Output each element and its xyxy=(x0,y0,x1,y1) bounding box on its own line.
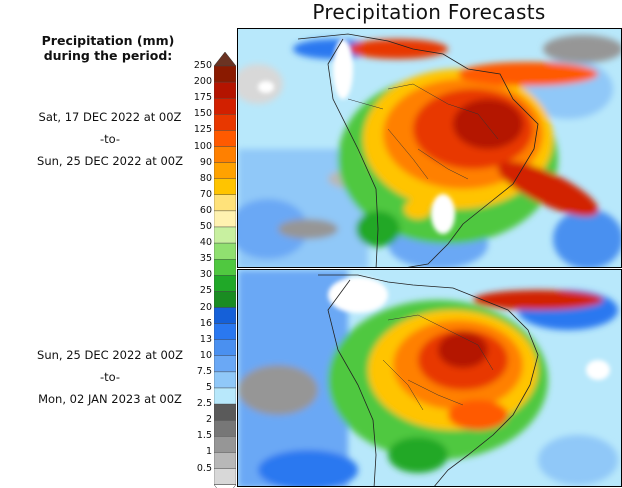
scale-swatch xyxy=(214,81,236,99)
scale-swatch xyxy=(214,468,236,485)
scale-tick-label: 2.5 xyxy=(196,398,212,410)
scale-tick-label: 60 xyxy=(199,204,212,216)
scale-tick-label: 13 xyxy=(199,333,212,345)
scale-swatch xyxy=(214,355,236,373)
scale-tick-label: 40 xyxy=(199,237,212,249)
scale-swatch xyxy=(214,275,236,292)
scale-swatch xyxy=(214,98,236,115)
legend-title-line1: Precipitation (mm) xyxy=(41,33,175,48)
scale-tick-label: 35 xyxy=(199,253,212,265)
scale-swatch xyxy=(214,178,236,195)
scale-arrow-top xyxy=(214,52,236,67)
page-title: Precipitation Forecasts xyxy=(312,0,546,24)
scale-swatch xyxy=(214,162,236,179)
period-2-start: Sun, 25 DEC 2022 at 00Z xyxy=(37,348,183,362)
scale-swatch xyxy=(214,387,236,405)
map-2-graphic xyxy=(238,270,621,486)
period-2-sep: -to- xyxy=(99,370,121,384)
scale-tick-label: 90 xyxy=(199,156,212,168)
scale-swatch xyxy=(214,291,236,308)
scale-tick-label: 150 xyxy=(193,108,212,120)
scale-swatch xyxy=(214,194,236,212)
period-1-start: Sat, 17 DEC 2022 at 00Z xyxy=(38,110,182,124)
scale-tick-label: 25 xyxy=(199,285,212,297)
scale-tick-label: 0.5 xyxy=(196,462,212,474)
scale-tick-label: 100 xyxy=(193,140,212,152)
scale-tick-label: 80 xyxy=(199,172,212,184)
scale-tick-label: 16 xyxy=(199,317,212,329)
scale-swatch xyxy=(214,65,236,83)
scale-tick-label: 50 xyxy=(199,221,212,232)
color-scale-bar xyxy=(214,52,236,488)
scale-tick-label: 20 xyxy=(199,301,212,313)
scale-tick-label: 250 xyxy=(193,60,212,71)
scale-swatch xyxy=(214,307,236,324)
scale-swatch xyxy=(214,210,236,228)
scale-tick-label: 5 xyxy=(205,382,212,393)
scale-swatch xyxy=(214,420,236,437)
scale-swatch xyxy=(214,146,236,163)
scale-arrow-bottom xyxy=(214,484,236,488)
scale-tick-label: 1.5 xyxy=(196,430,212,442)
color-scale-ticks: 250 200 175 150 125 100 90 80 70 60 50 40 35 30 25 20 16… xyxy=(188,0,212,487)
period-1-sep: -to- xyxy=(99,132,121,146)
scale-swatch xyxy=(214,130,236,147)
period-1-end: Sun, 25 DEC 2022 at 00Z xyxy=(37,154,183,168)
period-1-label: Sat, 17 DEC 2022 at 00Z -to- Sun, 25 DEC… xyxy=(20,106,200,172)
forecast-map-period-2 xyxy=(237,269,622,487)
scale-tick-label: 10 xyxy=(199,349,212,361)
scale-swatch xyxy=(214,436,236,453)
scale-swatch xyxy=(214,226,236,244)
scale-tick-label: 1 xyxy=(205,446,212,458)
forecast-map-period-1 xyxy=(237,28,622,268)
scale-tick-label: 125 xyxy=(193,124,212,136)
scale-tick-label: 30 xyxy=(199,269,212,281)
legend-title-line2: during the period: xyxy=(43,48,173,63)
scale-swatch xyxy=(214,114,236,131)
legend-title: Precipitation (mm) during the period: xyxy=(20,33,196,63)
scale-swatch xyxy=(214,371,236,389)
scale-swatch xyxy=(214,242,236,260)
scale-swatch xyxy=(214,258,236,276)
scale-tick-label: 200 xyxy=(193,76,212,88)
scale-swatch xyxy=(214,339,236,357)
period-2-label: Sun, 25 DEC 2022 at 00Z -to- Mon, 02 JAN… xyxy=(20,344,200,410)
scale-tick-label: 2 xyxy=(205,414,212,426)
scale-swatch xyxy=(214,452,236,469)
scale-tick-label: 70 xyxy=(199,188,212,200)
scale-swatch xyxy=(214,323,236,340)
map-1-graphic xyxy=(238,29,621,267)
period-2-end: Mon, 02 JAN 2023 at 00Z xyxy=(38,392,182,406)
scale-tick-label: 175 xyxy=(193,92,212,104)
scale-swatch xyxy=(214,403,236,421)
scale-tick-label: 7.5 xyxy=(196,365,212,377)
